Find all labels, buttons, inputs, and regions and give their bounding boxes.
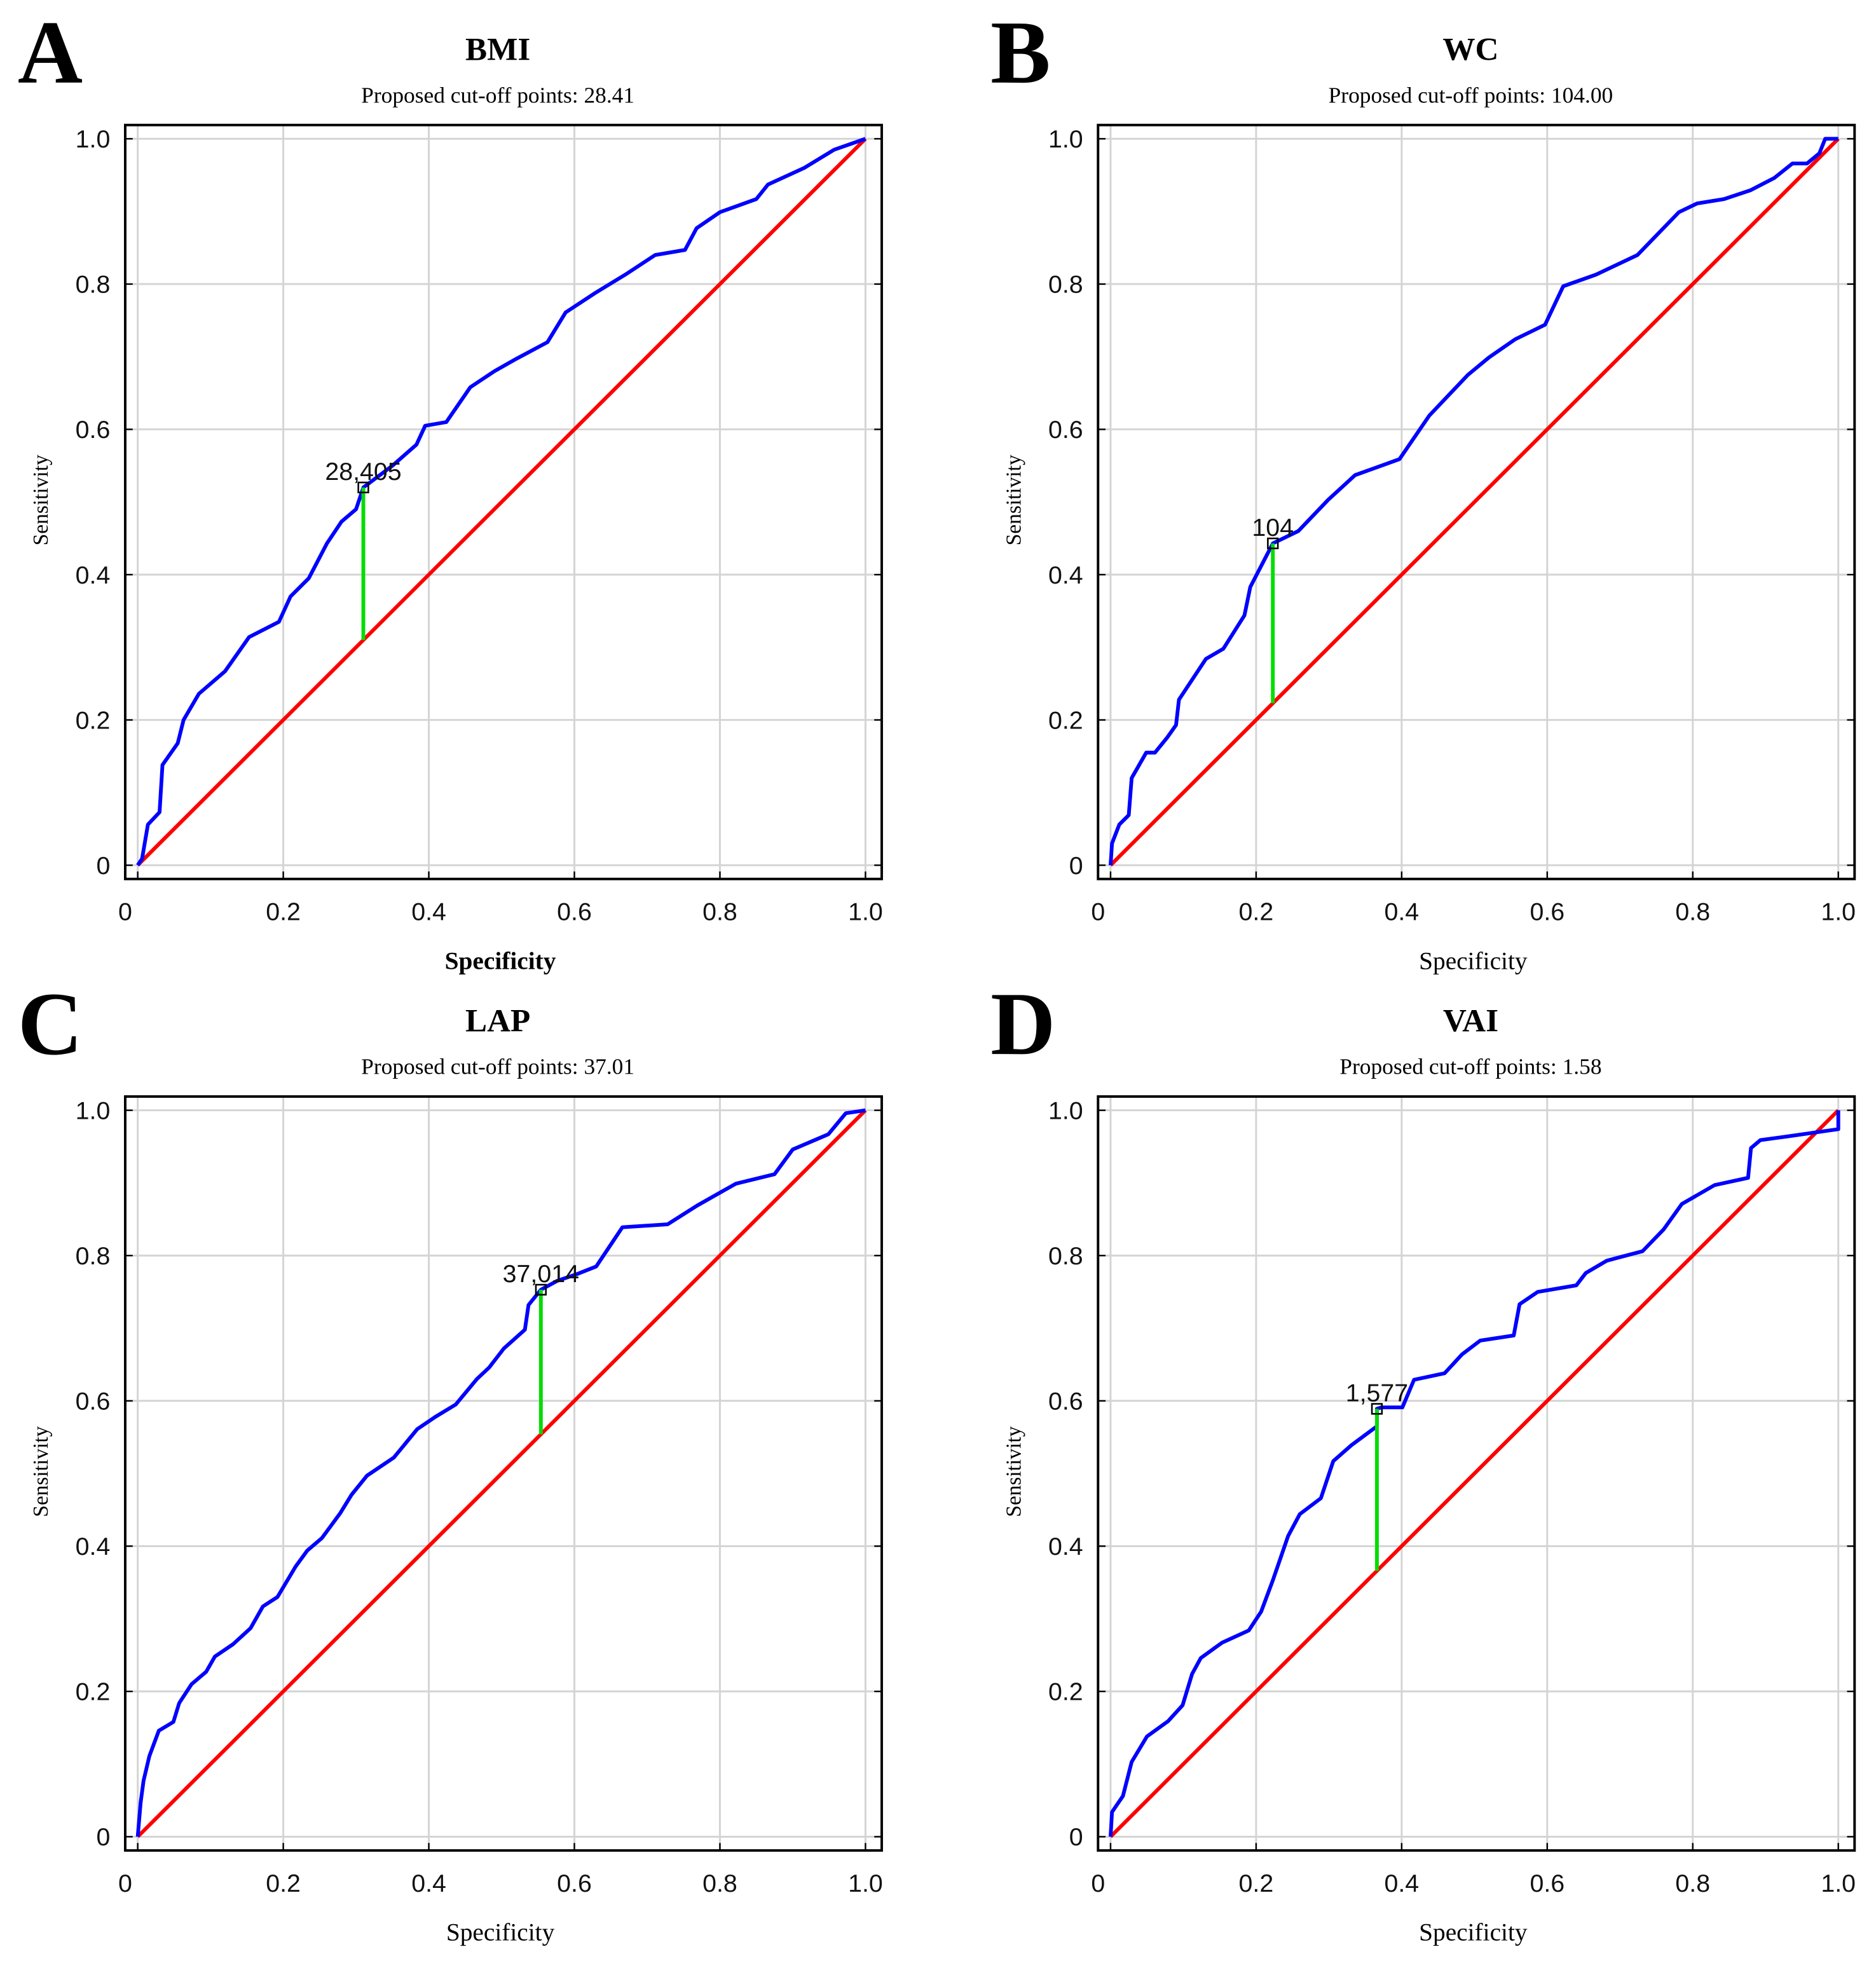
x-tick-label: 0.8 [702,898,737,926]
cutoff-marker [357,481,369,494]
cutoff-marker [535,1283,547,1296]
y-axis-label: Sensitivity [29,1426,53,1517]
y-tick-label: 0.4 [1048,561,1083,589]
y-tick-label: 0.8 [76,1242,111,1270]
roc-curve [1108,137,1838,866]
y-tick-label: 0.6 [76,416,111,444]
y-axis-label: Sensitivity [1002,454,1025,545]
panel-letter: D [990,974,1055,1074]
x-tick-label: 0.2 [266,1869,301,1897]
y-tick-label: 0.2 [1048,1678,1083,1706]
panel-letter: C [18,974,83,1074]
panel-c: C LAP Proposed cut-off points: 37.01 0 0.2 0.… [18,974,883,1946]
x-tick-label: 0.2 [1239,898,1274,926]
x-tick-label: 0 [118,898,132,926]
x-axis-label: Specificity [445,946,556,974]
chart-title: VAI [1443,1003,1498,1039]
x-axis-label: Specificity [1419,946,1528,974]
y-tick-label: 0 [96,852,110,880]
y-tick-label: 1.0 [76,125,111,153]
x-tick-label: 0.8 [1675,898,1710,926]
roc-curve [1108,1110,1840,1837]
y-tick-label: 1.0 [76,1097,111,1124]
x-tick-label: 0.4 [411,898,446,926]
y-tick-label: 0.6 [1048,1388,1083,1416]
roc-curve [135,1108,866,1837]
x-tick-label: 0.2 [1239,1869,1274,1897]
x-tick-label: 1.0 [1821,898,1856,926]
x-tick-label: 0 [1091,1869,1105,1897]
x-tick-label: 0.6 [1530,1869,1564,1897]
reference-line [136,137,867,867]
plot-frame [1097,1095,1856,1852]
y-tick-label: 0.2 [76,706,111,734]
cutoff-marker [1267,537,1279,550]
plot-frame [1097,123,1856,880]
chart-title: BMI [465,31,530,67]
y-tick-label: 0.4 [76,1533,111,1561]
x-tick-label: 0.4 [411,1869,446,1897]
reference-line [136,1109,867,1838]
cutoff-label: 28,405 [325,458,401,486]
roc-curve [136,137,866,866]
plot-frame [124,123,883,880]
plot-frame [124,1095,883,1852]
x-tick-label: 1.0 [848,1869,883,1897]
y-tick-label: 0.8 [1048,271,1083,299]
x-tick-label: 0.6 [557,898,592,926]
y-tick-label: 0 [1069,852,1083,880]
chart-subtitle: Proposed cut-off points: 28.41 [361,82,634,107]
chart-title: LAP [465,1003,530,1039]
x-tick-label: 0.8 [1675,1869,1710,1897]
y-tick-label: 0.2 [1048,706,1083,734]
cutoff-label: 104 [1252,514,1294,542]
x-axis-label: Specificity [1419,1918,1528,1946]
chart-subtitle: Proposed cut-off points: 104.00 [1329,82,1613,107]
x-tick-label: 0.6 [1530,898,1564,926]
x-tick-label: 0.4 [1385,898,1420,926]
reference-line [1109,137,1840,867]
y-tick-label: 0.4 [1048,1533,1083,1561]
x-tick-label: 0 [1091,898,1105,926]
panel-letter: B [990,3,1050,102]
x-axis-label: Specificity [446,1918,555,1946]
x-tick-label: 0.6 [557,1869,592,1897]
x-tick-label: 0.2 [266,898,301,926]
x-tick-label: 0.8 [702,1869,737,1897]
y-axis-label: Sensitivity [29,454,53,545]
y-tick-label: 0.4 [76,561,111,589]
x-tick-label: 0.4 [1385,1869,1420,1897]
y-tick-label: 0.8 [1048,1242,1083,1270]
y-tick-label: 0.6 [1048,416,1083,444]
reference-line [1109,1109,1840,1838]
y-tick-label: 0.8 [76,271,111,299]
chart-subtitle: Proposed cut-off points: 37.01 [361,1054,634,1079]
y-tick-label: 0 [1069,1823,1083,1851]
x-tick-label: 1.0 [1821,1869,1856,1897]
panel-d: D VAI Proposed cut-off points: 1.58 0 0.2 0.4… [990,974,1856,1946]
panel-letter: A [18,3,83,102]
cutoff-marker [1371,1403,1383,1415]
x-tick-label: 0 [118,1869,132,1897]
chart-subtitle: Proposed cut-off points: 1.58 [1339,1054,1601,1079]
cutoff-label: 37,014 [503,1260,579,1288]
y-tick-label: 0.6 [76,1388,111,1416]
y-tick-label: 1.0 [1048,125,1083,153]
cutoff-label: 1,577 [1346,1379,1408,1407]
y-axis-label: Sensitivity [1002,1426,1025,1517]
x-tick-label: 1.0 [848,898,883,926]
panel-b: B WC Proposed cut-off points: 104.00 0 0.2 0.… [990,3,1856,974]
y-tick-label: 0.2 [76,1678,111,1706]
y-tick-label: 0 [96,1823,110,1851]
panel-a: A BMI Proposed cut-off points: 28.41 0 0.2 0.… [18,3,883,974]
y-tick-label: 1.0 [1048,1097,1083,1124]
chart-title: WC [1442,31,1498,67]
